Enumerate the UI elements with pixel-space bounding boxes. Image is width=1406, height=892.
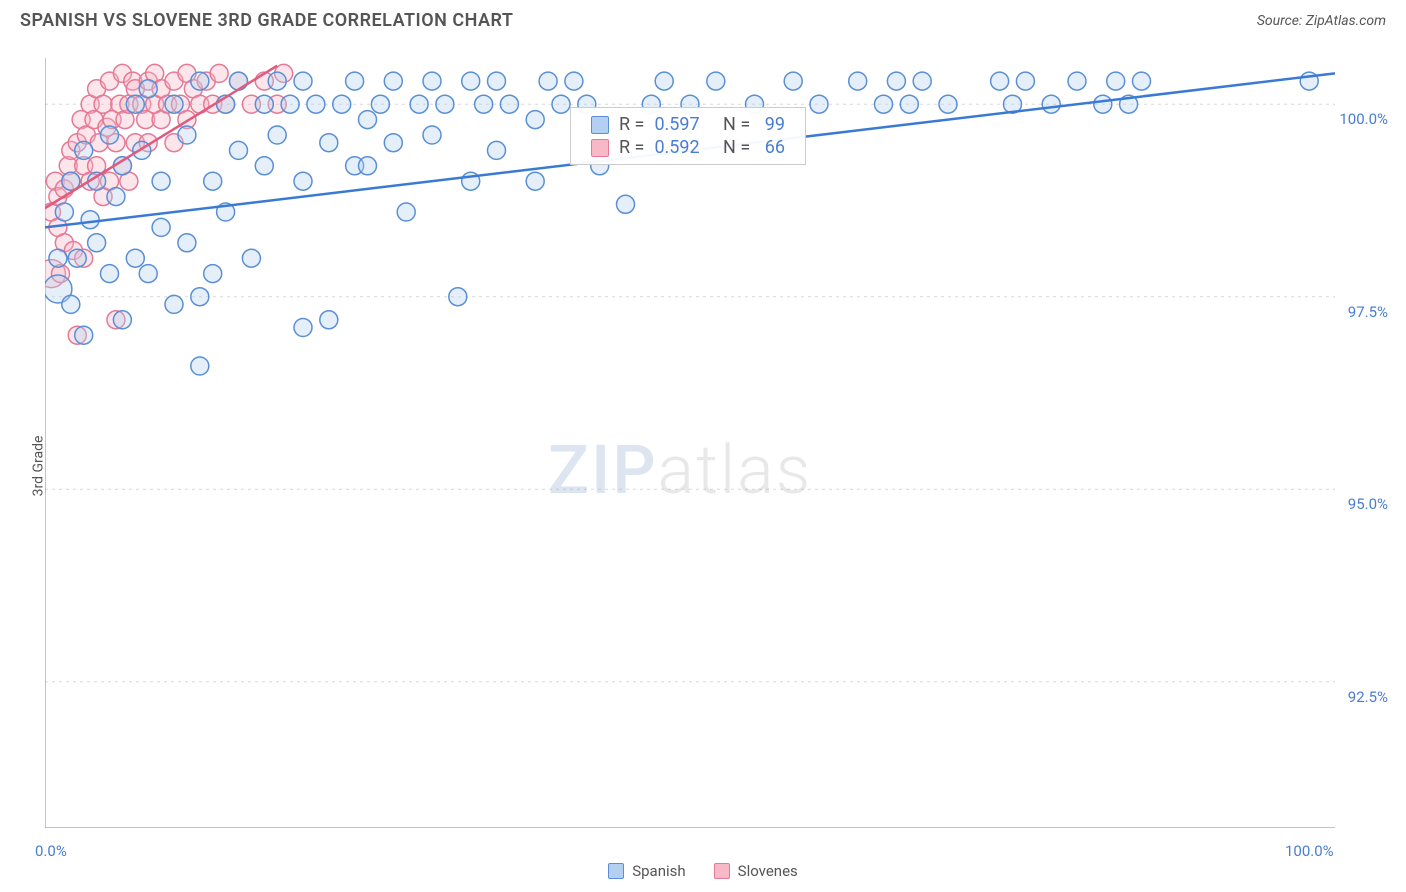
y-tick-label: 97.5% <box>1348 303 1388 321</box>
y-tick-label: 95.0% <box>1348 495 1388 513</box>
series-legend: Spanish Slovenes <box>0 862 1406 880</box>
r-value: 0.597 <box>654 114 699 135</box>
stats-swatch <box>591 116 609 134</box>
y-tick-label: 100.0% <box>1339 110 1388 128</box>
legend-item: Spanish <box>608 862 685 880</box>
n-value: 99 <box>765 114 785 135</box>
source-credit: Source: ZipAtlas.com <box>1257 13 1386 29</box>
y-tick-label: 92.5% <box>1348 688 1388 706</box>
r-value: 0.592 <box>654 137 699 158</box>
y-axis-label: 3rd Grade <box>30 436 46 497</box>
x-tick-label: 0.0% <box>35 842 67 860</box>
chart-area: 3rd Grade ZIPatlas R = 0.597 N = 99 R = … <box>0 40 1406 892</box>
correlation-legend: R = 0.597 N = 99 R = 0.592 N = 66 <box>570 107 806 165</box>
legend-label: Slovenes <box>738 862 798 880</box>
legend-label: Spanish <box>632 862 685 880</box>
x-tick-label: 100.0% <box>1285 842 1334 860</box>
legend-swatch <box>608 863 624 879</box>
stats-swatch <box>591 139 609 157</box>
stats-row: R = 0.597 N = 99 <box>591 114 785 135</box>
scatter-plot <box>45 58 1335 828</box>
legend-swatch <box>714 863 730 879</box>
stats-row: R = 0.592 N = 66 <box>591 137 785 158</box>
n-value: 66 <box>765 137 785 158</box>
legend-item: Slovenes <box>714 862 798 880</box>
chart-title: SPANISH VS SLOVENE 3RD GRADE CORRELATION… <box>20 10 513 31</box>
